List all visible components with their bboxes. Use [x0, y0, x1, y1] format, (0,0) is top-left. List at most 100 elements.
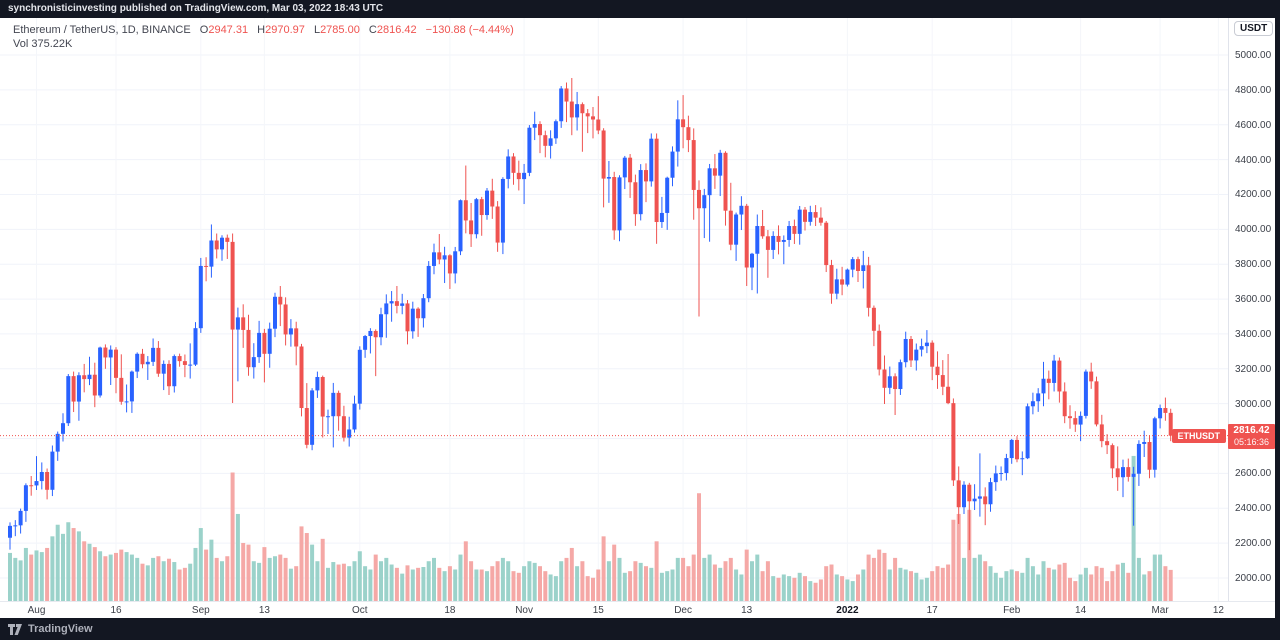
- ohlc-high-label: H: [257, 24, 266, 36]
- candle-body: [167, 363, 171, 387]
- candle-body: [871, 307, 876, 331]
- candlestick-chart[interactable]: [0, 0, 1228, 601]
- volume-bar: [776, 577, 781, 601]
- window-edge-strip: [1275, 0, 1280, 640]
- candle-body: [463, 200, 468, 221]
- volume-bar: [750, 561, 754, 601]
- candle-body: [993, 473, 998, 483]
- candle-body: [172, 356, 177, 387]
- price-axis-label: 4800.00: [1235, 84, 1272, 96]
- last-price-value: 2816.42: [1233, 425, 1270, 436]
- volume-bar: [1073, 581, 1078, 601]
- price-axis-label: 3800.00: [1235, 259, 1272, 271]
- volume-bar: [347, 566, 352, 601]
- candle-body: [1041, 378, 1046, 394]
- candle-body: [829, 265, 834, 294]
- volume-bar: [1152, 554, 1157, 601]
- volume-bar: [18, 560, 23, 601]
- candle-body: [421, 298, 426, 319]
- candle-body: [98, 347, 103, 396]
- volume-bar: [840, 576, 845, 601]
- volume-bar: [893, 557, 898, 601]
- candle-body: [956, 480, 961, 508]
- volume-bar: [771, 576, 776, 601]
- volume-bar: [29, 554, 34, 601]
- ohlc-open-value: 2947.31: [208, 24, 249, 36]
- candle-body: [315, 376, 320, 391]
- price-axis-label: 2000.00: [1235, 573, 1272, 584]
- candle-body: [82, 375, 87, 380]
- volume-bar: [1105, 581, 1110, 601]
- volume-bar: [495, 561, 500, 601]
- volume-bar: [273, 556, 277, 601]
- candle-body: [718, 152, 723, 176]
- tradingview-brand-text[interactable]: TradingView: [28, 623, 93, 635]
- volume-bar: [649, 567, 654, 601]
- candle-body: [644, 170, 648, 182]
- currency-toggle-button[interactable]: USDT: [1234, 21, 1274, 36]
- time-axis-label: Sep: [191, 605, 210, 616]
- volume-bar: [940, 567, 945, 601]
- volume-bar: [755, 554, 760, 601]
- volume-bar: [124, 552, 129, 601]
- time-axis-label: 16: [110, 605, 122, 616]
- volume-bar: [956, 513, 961, 601]
- volume-bar: [214, 557, 219, 601]
- volume-bar: [898, 567, 903, 601]
- volume-bar: [691, 554, 696, 601]
- candle-body: [628, 157, 633, 183]
- volume-bar: [522, 566, 527, 601]
- volume-bar: [877, 549, 882, 601]
- volume-bar: [871, 557, 876, 601]
- volume-bar: [516, 572, 521, 601]
- volume-bar: [887, 569, 892, 601]
- candle-body: [882, 369, 887, 388]
- time-axis-label: 18: [444, 605, 456, 616]
- volume-bar: [903, 569, 908, 601]
- candle-body: [474, 199, 479, 235]
- volume-bar: [612, 544, 617, 601]
- candle-body: [818, 217, 823, 223]
- volume-bar: [66, 522, 71, 601]
- candle-body: [797, 209, 802, 234]
- time-axis-label: 15: [592, 605, 604, 616]
- price-axis-label: 3200.00: [1235, 363, 1272, 375]
- candle-body: [1115, 468, 1120, 478]
- candle-body: [1158, 408, 1163, 419]
- volume-bar: [702, 557, 707, 601]
- volume-bar: [1052, 569, 1057, 601]
- price-axis-label: 2600.00: [1235, 468, 1272, 480]
- candle-body: [951, 403, 956, 481]
- volume-bar: [818, 579, 823, 601]
- volume-bar: [294, 566, 299, 601]
- price-axis-label: 2400.00: [1235, 503, 1272, 515]
- ohlc-high-value: 2970.97: [265, 24, 305, 36]
- volume-bar: [686, 566, 691, 601]
- tradingview-logo-icon[interactable]: [8, 623, 23, 636]
- volume-bar: [760, 571, 765, 601]
- candle-body: [188, 364, 193, 366]
- time-axis-label: Aug: [27, 605, 46, 616]
- candle-body: [1020, 458, 1025, 460]
- volume-bar: [866, 554, 871, 601]
- candle-body: [177, 356, 182, 362]
- symbol-legend: Ethereum / TetherUS, 1D, BINANCE O2947.3…: [13, 24, 514, 36]
- candle-body: [145, 361, 150, 365]
- candle-body: [638, 170, 643, 215]
- ohlc-close-label: C: [368, 24, 377, 36]
- volume-bar: [410, 569, 415, 601]
- volume-bar: [824, 566, 829, 601]
- candle-body: [564, 88, 569, 102]
- price-axis[interactable]: 5000.00 4800.00 4600.00 4400.00 4200.00 4000.…: [1228, 18, 1275, 601]
- volume-bar: [845, 579, 850, 601]
- time-axis[interactable]: Aug 16 Sep 13 Oct 18 Nov 15 Dec 13 2022 17 Feb 14 Mar 1…: [0, 601, 1275, 618]
- volume-bar: [13, 557, 18, 601]
- candle-body: [55, 433, 60, 452]
- volume-bar: [299, 526, 304, 601]
- volume-bar: [993, 572, 998, 601]
- volume-bar: [129, 554, 134, 601]
- volume-bar: [1078, 574, 1083, 601]
- candle-body: [538, 124, 542, 136]
- candle-body: [8, 525, 12, 538]
- candle-body: [771, 235, 776, 250]
